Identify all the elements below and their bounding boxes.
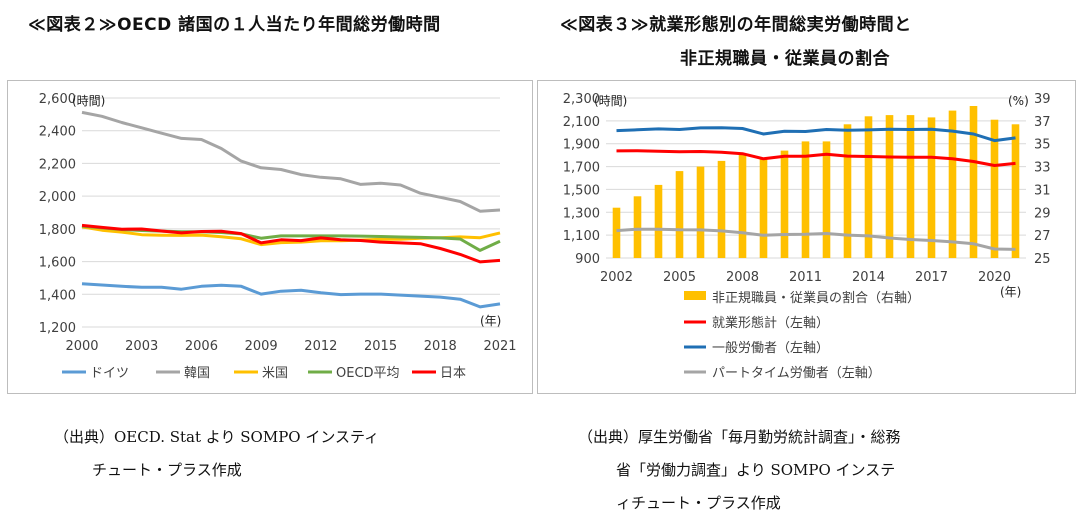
series-line [81, 110, 501, 213]
japan-hours-chart: 900 1,100 1,300 1,500 1,700 1,900 2,100 2,300 25… [563, 92, 1051, 381]
x-tick-label: 2006 [185, 339, 218, 354]
bar [990, 119, 999, 258]
y2-tick-label: 29 [1034, 206, 1051, 221]
figure3-source-line1: （出典）厚生労働省「毎月勤労統計調査」・総務 [578, 428, 901, 446]
y2-tick-label: 33 [1034, 161, 1051, 176]
legend-label: 日本 [440, 366, 466, 381]
y2-tick-label: 35 [1034, 138, 1051, 153]
bar [927, 117, 936, 259]
bar [1011, 124, 1020, 258]
legend-label: OECD平均 [336, 366, 400, 381]
bar [822, 141, 831, 258]
y-tick-label: 1,600 [39, 256, 76, 271]
y2-tick-label: 25 [1034, 252, 1051, 267]
japan-hours-chart-panel: 900 1,100 1,300 1,500 1,700 1,900 2,100 2,300 25… [537, 80, 1076, 394]
y-tick-label: 1,500 [563, 183, 600, 198]
y-tick-label: 1,700 [563, 161, 600, 176]
bar [696, 166, 705, 258]
x-axis-unit: (年) [480, 314, 501, 328]
y-tick-label: 1,100 [563, 229, 600, 244]
y2-tick-label: 31 [1034, 183, 1051, 198]
x-tick-label: 2012 [304, 339, 337, 354]
y-axis-unit: (時間) [594, 94, 627, 108]
x-tick-label: 2017 [915, 270, 948, 285]
legend-label: ドイツ [90, 366, 129, 381]
y-tick-label: 2,200 [39, 157, 76, 172]
legend-label: 非正規職員・従業員の割合（右軸） [712, 290, 920, 306]
figure2-heading: ≪図表２≫OECD 諸国の１人当たり年間総労働時間 [28, 15, 441, 35]
x-tick-label: 2011 [789, 270, 822, 285]
figure3-source-line2: 省「労働力調査」より SOMPO インステ [616, 461, 896, 479]
legend-label: 一般労働者（左軸） [712, 340, 829, 356]
x-tick-label: 2003 [125, 339, 158, 354]
bar [885, 115, 894, 258]
figure3-heading-line1: ≪図表３≫就業形態別の年間総実労働時間と [560, 15, 912, 35]
bar [633, 196, 642, 258]
bar [969, 106, 978, 258]
y2-tick-label: 37 [1034, 115, 1051, 130]
x-tick-label: 2000 [65, 339, 98, 354]
y-tick-label: 900 [575, 252, 600, 267]
y-tick-label: 1,900 [563, 138, 600, 153]
bar [675, 171, 684, 258]
series-line [616, 227, 1016, 251]
legend-label: 米国 [262, 366, 288, 381]
x-tick-label: 2018 [424, 339, 457, 354]
x-tick-label: 2002 [600, 270, 633, 285]
figure2-source-line1: （出典）OECD. Stat より SOMPO インスティ [54, 428, 380, 446]
series-line [81, 282, 501, 309]
x-tick-label: 2005 [663, 270, 696, 285]
series-line [81, 223, 501, 264]
oecd-hours-chart: 1,200 1,400 1,600 1,800 2,000 2,200 2,400 2,600… [39, 92, 517, 381]
bar [759, 158, 768, 258]
y-tick-label: 1,800 [39, 223, 76, 238]
x-tick-label: 2020 [978, 270, 1011, 285]
bar [780, 150, 789, 258]
oecd-hours-chart-panel: 1,200 1,400 1,600 1,800 2,000 2,200 2,400 2,600… [7, 80, 533, 394]
y2-axis-unit: (%) [1008, 94, 1029, 108]
legend-label: 韓国 [184, 366, 210, 381]
x-tick-label: 2009 [245, 339, 278, 354]
bar [717, 160, 726, 258]
figure3-source-line3: ィチュート・プラス作成 [616, 494, 781, 512]
bar [801, 141, 810, 258]
figure3-heading-line2: 非正規職員・従業員の割合 [680, 49, 890, 69]
y-tick-label: 2,400 [39, 125, 76, 140]
bar [654, 184, 663, 258]
x-tick-label: 2014 [852, 270, 885, 285]
legend-swatch [684, 291, 706, 300]
y-tick-label: 1,300 [563, 206, 600, 221]
series-line [616, 126, 1016, 143]
x-tick-label: 2015 [364, 339, 397, 354]
y-tick-label: 2,000 [39, 190, 76, 205]
bar [864, 116, 873, 258]
bar [948, 110, 957, 258]
y-tick-label: 1,200 [39, 321, 76, 336]
figure2-source-line2: チュート・プラス作成 [92, 461, 242, 479]
y-tick-label: 2,100 [563, 115, 600, 130]
y-tick-label: 2,300 [563, 92, 600, 107]
legend-label: 就業形態計（左軸） [712, 315, 829, 331]
series-line [616, 149, 1016, 167]
y-tick-label: 2,600 [39, 92, 76, 107]
y-tick-label: 1,400 [39, 288, 76, 303]
y-axis-unit: (時間) [72, 94, 105, 108]
y2-tick-label: 39 [1034, 92, 1051, 107]
y2-tick-label: 27 [1034, 229, 1051, 244]
bar [843, 124, 852, 258]
x-tick-label: 2008 [726, 270, 759, 285]
legend-label: パートタイム労働者（左軸） [712, 366, 881, 381]
bar [906, 115, 915, 258]
x-tick-label: 2021 [483, 339, 516, 354]
bar [612, 207, 621, 258]
bar [738, 154, 747, 258]
x-axis-unit: (年) [1000, 285, 1021, 299]
